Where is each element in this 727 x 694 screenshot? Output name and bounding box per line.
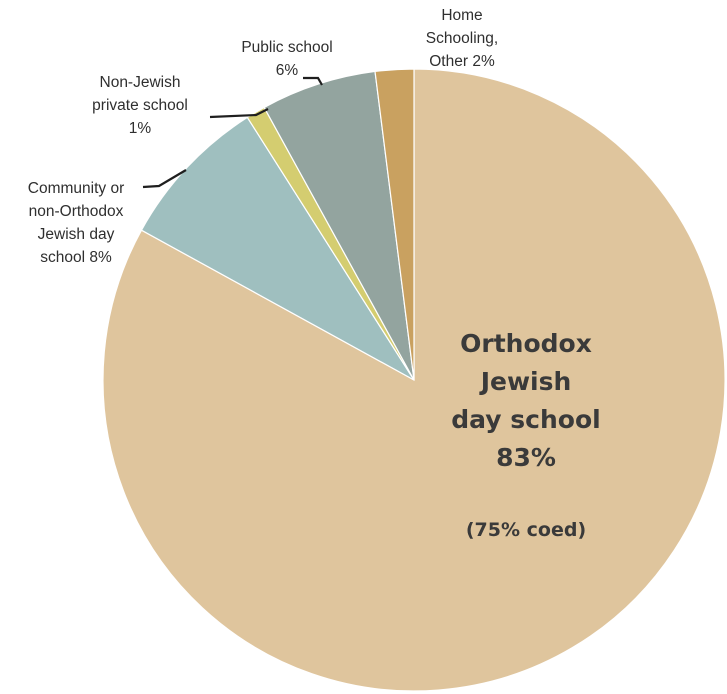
leader-nonjewish-private [209,108,269,119]
slice-label: Public school 6% [241,39,332,79]
slice-community [140,116,415,381]
pie-slices [102,68,726,692]
slice-home-other [374,68,415,381]
slice-note: (75% coed) [466,519,586,541]
leader-public [303,76,323,86]
slice-labels: Orthodox Jewish day school 83% (75% coed) Com… [28,7,601,541]
slice-label: Orthodox Jewish day school 83% [451,329,600,472]
slice-label: Non-Jewish private school 1% [92,74,188,137]
leader-lines [142,76,323,189]
leader-community [142,169,187,189]
slice-label: Home Schooling, Other 2% [426,7,498,70]
slice-label: Community or non-Orthodox Jewish day school… [28,180,124,266]
